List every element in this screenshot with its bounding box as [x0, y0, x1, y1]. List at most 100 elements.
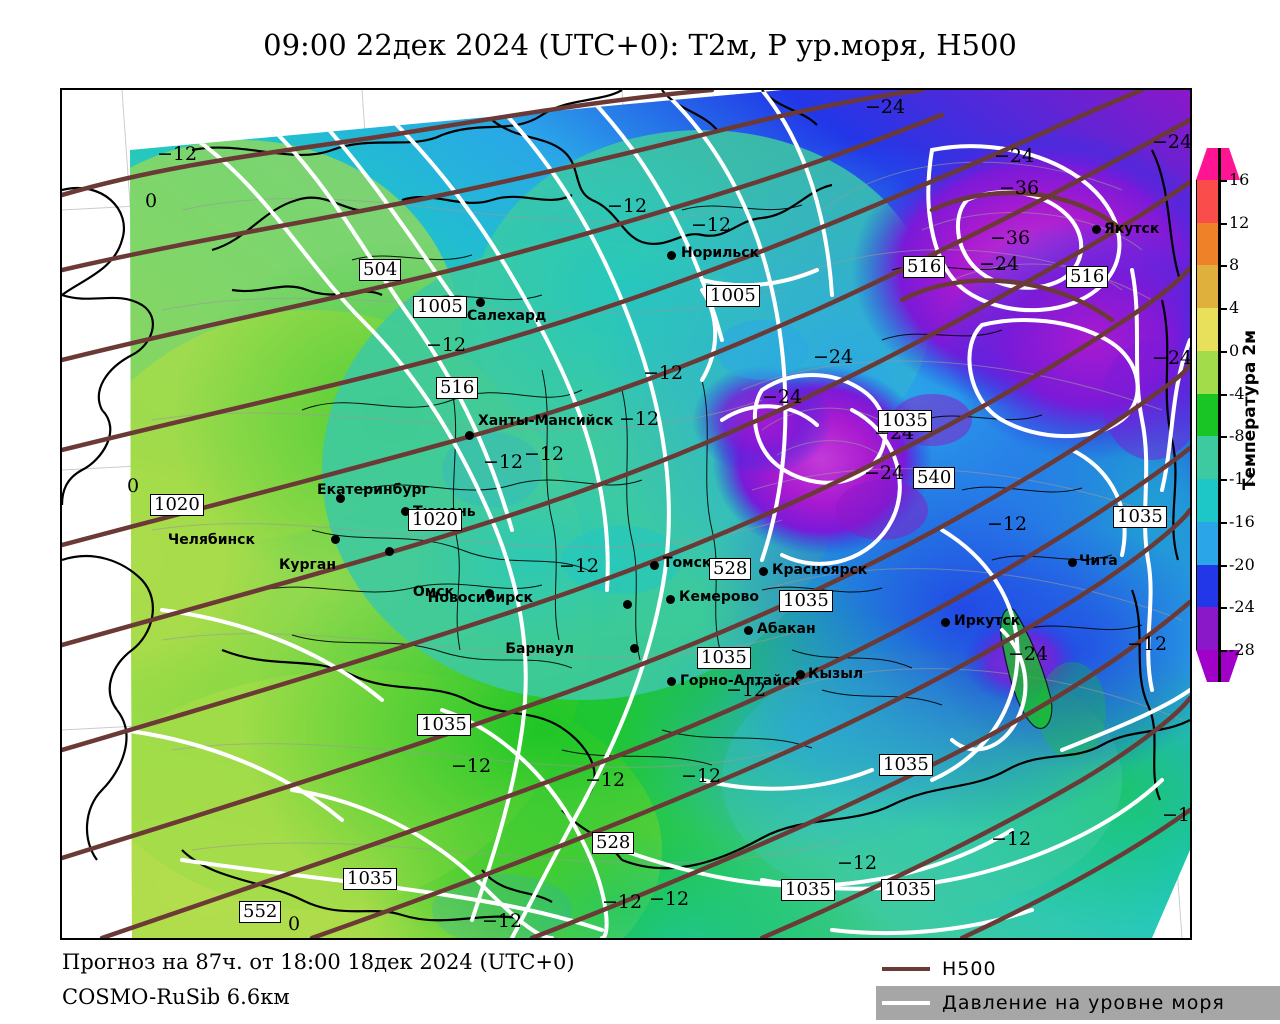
temperature-value-label: −12: [1162, 804, 1190, 826]
city-marker: [1068, 558, 1077, 567]
colorbar-tick-label: -28: [1229, 640, 1255, 659]
colorbar-tick: [1218, 265, 1227, 268]
colorbar-band: [1196, 393, 1220, 437]
colorbar-tick-label: 4: [1229, 298, 1240, 318]
colorbar-tick: [1218, 564, 1227, 567]
city-marker: [401, 507, 410, 516]
city-marker: [666, 595, 675, 604]
colorbar-band: [1196, 564, 1220, 608]
colorbar-band: [1196, 479, 1220, 522]
city-label: Новосибирск: [427, 590, 533, 606]
temperature-value-label: −12: [649, 888, 690, 910]
map-legend: H500 Давление на уровне моря: [876, 952, 1280, 1020]
h500-contour-label: 516: [436, 377, 479, 399]
colorbar-tick-label: -4: [1229, 383, 1245, 403]
pressure-contour-label: 1035: [343, 868, 397, 890]
city-label: Челябинск: [167, 532, 255, 548]
colorbar-tick-label: -16: [1229, 511, 1255, 531]
temperature-value-label: −12: [602, 891, 643, 913]
colorbar-tick: [1218, 479, 1227, 482]
h500-contour-label: 540: [913, 467, 956, 489]
temperature-value-label: −12: [607, 195, 648, 217]
colorbar: [1196, 148, 1240, 682]
temperature-value-label: −24: [762, 386, 803, 408]
city-marker: [385, 547, 394, 556]
temperature-value-label: −24: [864, 462, 905, 484]
colorbar-axis: [1218, 148, 1221, 682]
legend-label-h500: H500: [942, 958, 997, 980]
temperature-value-label: −36: [990, 227, 1031, 249]
city-label: Барнаул: [505, 641, 574, 657]
temperature-value-label: −12: [451, 755, 492, 777]
model-info: COSMO-RuSib 6.6км: [62, 985, 290, 1009]
pressure-contour-label: 1035: [878, 410, 932, 432]
h500-contour-label: 516: [903, 256, 946, 278]
h500-contour-label: 528: [709, 558, 752, 580]
temperature-value-label: −12: [483, 451, 524, 473]
temperature-value-label: −12: [482, 910, 523, 932]
temperature-value-label: −12: [726, 679, 767, 701]
colorbar-tick: [1218, 650, 1227, 652]
temperature-value-label: −24: [994, 145, 1035, 167]
colorbar-tick: [1218, 607, 1227, 610]
h500-contour-label: 516: [1066, 266, 1109, 288]
colorbar-band: [1196, 607, 1220, 650]
colorbar-tick-label: -24: [1229, 597, 1255, 617]
temperature-value-label: −12: [691, 214, 732, 236]
colorbar-tick: [1218, 308, 1227, 311]
temperature-value-label: −24: [1152, 131, 1190, 153]
temperature-value-label: 0: [145, 190, 158, 212]
map-frame: Салехард Норильск Ханты-Мансийск Екатеринбу…: [60, 88, 1192, 940]
colorbar-tick-label: 8: [1229, 255, 1240, 275]
colorbar-tick: [1218, 393, 1227, 396]
city-marker: [331, 535, 340, 544]
temperature-field: [130, 90, 1190, 938]
h500-contours: [62, 90, 1190, 938]
colorbar-tick-label: -20: [1229, 554, 1255, 574]
pressure-contour-label: 1035: [781, 879, 835, 901]
pressure-contour-label: 1035: [1113, 506, 1167, 528]
temperature-value-label: −12: [643, 362, 684, 384]
city-marker: [744, 626, 753, 635]
city-marker: [485, 589, 494, 598]
city-label: Абакан: [757, 621, 816, 637]
temperature-value-label: −24: [813, 346, 854, 368]
colorbar-band: [1196, 265, 1220, 309]
pressure-contour-label: 1035: [417, 714, 471, 736]
pressure-contour-label: 1035: [881, 879, 935, 901]
legend-item-pressure: Давление на уровне моря: [876, 986, 1280, 1020]
city-label: Томск: [663, 555, 712, 571]
temperature-value-label: −12: [524, 443, 565, 465]
colorbar-tick-label: 12: [1229, 212, 1250, 232]
temperature-value-label: 0: [127, 475, 140, 497]
city-label: Чита: [1079, 553, 1118, 569]
pressure-contour-label: 1020: [408, 509, 462, 531]
city-label: Иркутск: [954, 613, 1021, 629]
legend-item-h500: H500: [876, 952, 1280, 986]
city-label: Горно-Алтайск: [680, 673, 800, 689]
city-marker: [336, 494, 345, 503]
forecast-info: Прогноз на 87ч. от 18:00 18дек 2024 (UTC…: [62, 950, 575, 974]
colorbar-band: [1196, 350, 1220, 394]
colorbar-band: [1196, 436, 1220, 480]
colorbar-tick: [1218, 521, 1227, 524]
city-marker: [623, 600, 632, 609]
h500-contour-label: 504: [359, 259, 402, 281]
colorbar-tick: [1218, 222, 1227, 225]
city-label: Кызыл: [808, 666, 864, 682]
temperature-value-label: −12: [987, 513, 1028, 535]
pressure-contour-label: 1035: [697, 647, 751, 669]
temperature-value-label: −12: [991, 828, 1032, 850]
temperature-value-label: 0: [288, 913, 301, 935]
h500-contour-label: 552: [239, 901, 282, 923]
city-label: Ханты-Мансийск: [478, 413, 614, 429]
pressure-contour-label: 1005: [413, 296, 467, 318]
city-marker: [667, 251, 676, 260]
city-marker: [1092, 225, 1101, 234]
city-label: Салехард: [467, 308, 547, 324]
city-marker: [630, 644, 639, 653]
legend-label-pressure: Давление на уровне моря: [942, 992, 1225, 1014]
temperature-value-label: −36: [999, 177, 1040, 199]
pressure-contour-label: 1035: [879, 754, 933, 776]
